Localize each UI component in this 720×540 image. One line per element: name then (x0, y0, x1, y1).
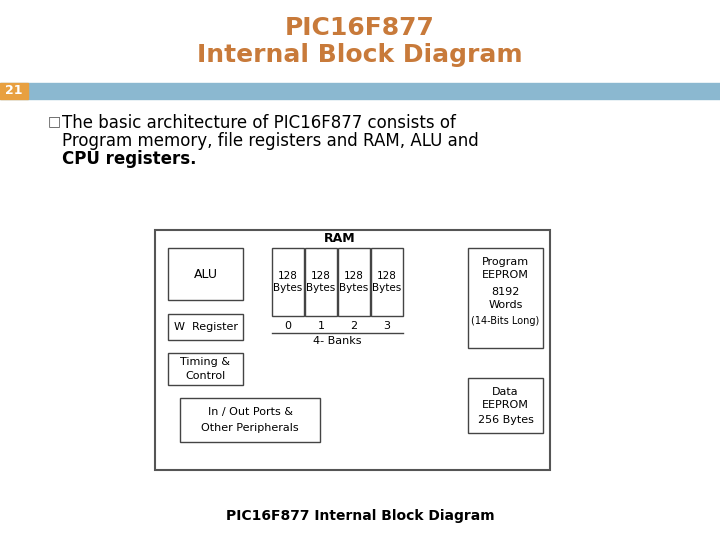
Text: 8192: 8192 (491, 287, 520, 297)
Text: PIC16F877 Internal Block Diagram: PIC16F877 Internal Block Diagram (225, 509, 495, 523)
Text: Program memory, file registers and RAM, ALU and: Program memory, file registers and RAM, … (62, 132, 479, 150)
Text: Data: Data (492, 387, 519, 397)
Text: EEPROM: EEPROM (482, 400, 529, 410)
Bar (0, 83, 28, 99)
Bar (338, 248, 370, 316)
Bar (305, 248, 337, 316)
Bar (180, 398, 320, 442)
Bar (468, 248, 543, 348)
Text: 4- Banks: 4- Banks (313, 336, 361, 346)
Text: ALU: ALU (194, 267, 217, 280)
Text: 2: 2 (351, 321, 358, 331)
Bar (272, 248, 304, 316)
Text: Timing &: Timing & (181, 357, 230, 367)
Bar (0, 83, 720, 99)
Text: 256 Bytes: 256 Bytes (477, 415, 534, 425)
Text: The basic architecture of PIC16F877 consists of: The basic architecture of PIC16F877 cons… (62, 114, 456, 132)
Text: Program: Program (482, 257, 529, 267)
Text: In / Out Ports &: In / Out Ports & (207, 407, 292, 417)
Bar (168, 314, 243, 340)
Text: 0: 0 (284, 321, 292, 331)
Text: Other Peripherals: Other Peripherals (201, 423, 299, 433)
Text: 128
Bytes: 128 Bytes (274, 271, 302, 293)
Text: Control: Control (185, 371, 225, 381)
Text: □: □ (48, 114, 61, 128)
Bar (168, 248, 243, 300)
Text: Internal Block Diagram: Internal Block Diagram (197, 43, 523, 67)
Bar (371, 248, 403, 316)
Text: (14-Bits Long): (14-Bits Long) (472, 316, 539, 326)
Text: RAM: RAM (324, 232, 356, 245)
Text: 128
Bytes: 128 Bytes (339, 271, 369, 293)
Text: 1: 1 (318, 321, 325, 331)
Text: CPU registers.: CPU registers. (62, 150, 197, 168)
Text: PIC16F877: PIC16F877 (285, 16, 435, 40)
Bar (168, 353, 243, 385)
Text: EEPROM: EEPROM (482, 270, 529, 280)
Bar (468, 378, 543, 433)
Text: W  Register: W Register (174, 322, 238, 332)
Text: 3: 3 (384, 321, 390, 331)
Text: 128
Bytes: 128 Bytes (307, 271, 336, 293)
Text: Words: Words (488, 300, 523, 310)
Text: 128
Bytes: 128 Bytes (372, 271, 402, 293)
Bar (155, 230, 550, 470)
Text: 21: 21 (5, 84, 23, 98)
